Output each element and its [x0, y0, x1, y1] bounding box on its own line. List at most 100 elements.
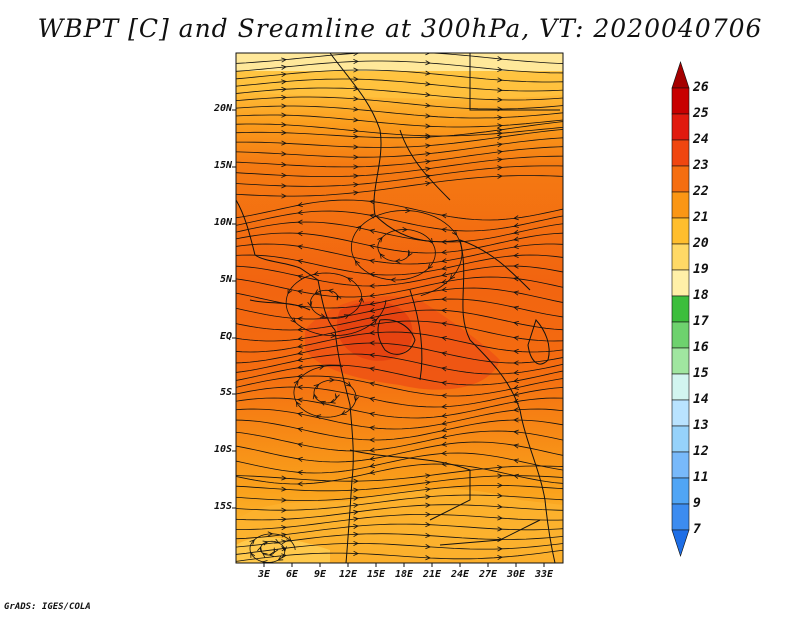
streamline-arrow	[425, 494, 431, 500]
streamline-arrow	[513, 377, 519, 383]
streamline-arrow	[497, 127, 503, 133]
streamline-arrow	[353, 502, 359, 508]
colorbar-label: 14	[693, 392, 709, 407]
streamline-arrow	[369, 292, 375, 298]
streamline-arrow	[425, 173, 431, 179]
colorbar-label: 11	[693, 470, 709, 485]
streamline-arrow	[441, 249, 447, 255]
colorbar-cell	[671, 243, 690, 271]
streamline-arrow	[358, 296, 364, 303]
streamline-arrow	[297, 343, 303, 349]
colorbar-label: 23	[693, 158, 709, 173]
streamline-arrow	[353, 531, 359, 537]
streamline-arrow	[369, 199, 375, 205]
streamline-arrow	[513, 236, 519, 242]
streamline-arrow	[354, 259, 360, 266]
streamline-arrow	[425, 53, 431, 56]
lon-label: 30E	[506, 569, 526, 580]
streamline-arrow	[281, 193, 287, 199]
streamline-arrow	[369, 330, 375, 336]
colorbar-cell	[671, 165, 690, 193]
streamline-arrow	[497, 493, 503, 499]
streamline-arrow	[249, 539, 255, 545]
streamline-arrow	[513, 335, 519, 341]
streamline-arrow	[281, 183, 287, 189]
colorbar-label: 21	[693, 210, 709, 225]
streamline-arrow	[307, 301, 313, 308]
streamline-arrow	[441, 441, 447, 447]
axis-ticks	[232, 109, 545, 567]
streamline-arrow	[277, 555, 284, 561]
streamline-arrow	[353, 67, 359, 73]
streamline-arrow	[369, 228, 375, 234]
streamline-arrow	[329, 377, 335, 383]
colorbar-label: 20	[693, 236, 709, 251]
streamline-arrow	[449, 274, 456, 280]
streamline-arrow	[268, 551, 275, 557]
streamline-arrow	[402, 226, 408, 232]
colorbar-label: 7	[693, 522, 701, 537]
streamline-arrow	[497, 473, 503, 479]
streamline-arrow	[425, 113, 431, 119]
streamline-arrow	[297, 364, 303, 370]
streamline-arrow	[513, 252, 519, 258]
streamline-arrow	[297, 470, 303, 476]
streamline-arrow	[425, 151, 431, 157]
streamline-arrow	[497, 87, 503, 93]
streamline-arrow	[441, 413, 447, 419]
streamlines	[236, 53, 563, 563]
lat-label: 15S	[213, 501, 232, 512]
colorbar-label: 17	[693, 314, 709, 329]
streamline-arrow	[425, 134, 431, 140]
streamline-arrow	[441, 351, 447, 357]
colorbar-label: 12	[693, 444, 709, 459]
streamline-arrow	[497, 134, 503, 140]
streamline-arrow	[513, 243, 519, 249]
streamline-arrow	[369, 469, 375, 475]
streamline-arrow	[513, 222, 519, 228]
streamline-arrow	[369, 258, 375, 264]
streamline-arrow	[297, 336, 303, 342]
streamline-arrow	[353, 550, 359, 556]
streamline-arrow	[281, 103, 287, 109]
streamline-arrow	[369, 455, 375, 461]
streamline-arrow	[513, 290, 519, 296]
streamline-arrow	[297, 202, 303, 207]
streamline-arrow	[425, 487, 431, 493]
lon-label: 18E	[394, 569, 414, 580]
streamline-arrow	[369, 300, 375, 306]
lon-label: 27E	[478, 569, 498, 580]
streamline-arrow	[297, 397, 303, 403]
streamline-arrow	[287, 288, 293, 295]
streamline-arrow	[297, 427, 303, 433]
streamline-arrow	[497, 115, 503, 121]
streamline-arrow	[353, 516, 359, 522]
streamline-arrow	[353, 173, 359, 179]
streamline-arrow	[441, 227, 447, 233]
streamline-arrow	[281, 553, 287, 559]
colorbar-cell	[671, 503, 690, 531]
streamline-arrow	[261, 560, 268, 563]
lon-label: 21E	[422, 569, 442, 580]
streamline-arrow	[297, 219, 303, 225]
colorbar-label: 19	[693, 262, 709, 277]
colorbar-label: 16	[693, 340, 709, 355]
streamline-arrow	[425, 511, 431, 517]
streamline-arrow	[297, 373, 303, 379]
streamline-arrow	[377, 236, 383, 243]
streamline-arrow	[441, 420, 447, 426]
colorbar-cell	[671, 373, 690, 401]
streamline-arrow	[281, 497, 287, 503]
streamline-arrow	[281, 64, 287, 70]
streamline-arrow	[281, 140, 287, 146]
streamline-arrow	[441, 404, 447, 410]
streamline-arrow	[369, 425, 375, 431]
lat-label: 10S	[213, 444, 232, 455]
lon-label: 33E	[534, 569, 554, 580]
streamline-arrow	[281, 539, 287, 545]
streamline-arrow	[513, 215, 519, 221]
streamline-arrow	[513, 360, 519, 366]
streamline-arrow	[297, 357, 303, 363]
streamline-arrow	[281, 475, 287, 481]
